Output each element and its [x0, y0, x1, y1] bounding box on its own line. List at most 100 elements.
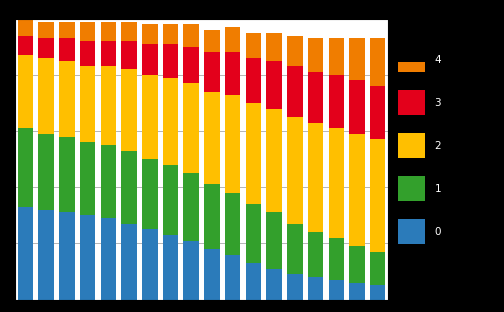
Bar — [183, 241, 199, 300]
Bar — [225, 27, 240, 52]
Bar — [183, 47, 199, 83]
Bar — [370, 86, 386, 139]
Text: 1: 1 — [434, 184, 441, 194]
Bar — [121, 224, 137, 300]
Bar — [59, 61, 75, 137]
Bar — [204, 52, 220, 92]
Bar — [163, 165, 178, 235]
FancyBboxPatch shape — [398, 47, 425, 72]
Bar — [121, 151, 137, 224]
Bar — [329, 75, 344, 128]
Bar — [329, 38, 344, 75]
Bar — [204, 184, 220, 249]
Bar — [308, 277, 324, 300]
Bar — [349, 38, 365, 80]
Bar — [18, 128, 33, 207]
Bar — [266, 212, 282, 269]
Bar — [80, 142, 95, 215]
Bar — [101, 41, 116, 66]
Bar — [245, 33, 261, 58]
Bar — [245, 204, 261, 263]
Bar — [101, 218, 116, 300]
Bar — [308, 123, 324, 232]
Bar — [287, 117, 302, 224]
Bar — [349, 283, 365, 300]
Bar — [80, 215, 95, 300]
Bar — [245, 58, 261, 103]
Bar — [163, 24, 178, 44]
Bar — [287, 224, 302, 274]
Bar — [59, 22, 75, 38]
Bar — [101, 22, 116, 41]
Bar — [225, 52, 240, 95]
Bar — [225, 193, 240, 255]
Bar — [142, 229, 158, 300]
Bar — [225, 95, 240, 193]
FancyBboxPatch shape — [398, 219, 425, 244]
Bar — [101, 66, 116, 145]
Bar — [18, 36, 33, 55]
Bar — [38, 22, 54, 38]
Bar — [18, 55, 33, 128]
Text: 4: 4 — [434, 56, 441, 66]
Bar — [329, 280, 344, 300]
Bar — [183, 173, 199, 241]
Bar — [59, 38, 75, 61]
Bar — [38, 58, 54, 134]
Bar — [163, 78, 178, 165]
Bar — [370, 38, 386, 86]
Bar — [59, 137, 75, 212]
Bar — [329, 238, 344, 280]
Bar — [308, 72, 324, 123]
FancyBboxPatch shape — [398, 90, 425, 115]
Bar — [163, 44, 178, 78]
Bar — [18, 207, 33, 300]
Bar — [142, 24, 158, 44]
Bar — [121, 69, 137, 151]
Bar — [59, 212, 75, 300]
Bar — [266, 109, 282, 212]
Bar — [308, 38, 324, 72]
Bar — [101, 145, 116, 218]
Bar — [266, 61, 282, 109]
Bar — [142, 75, 158, 159]
Bar — [287, 274, 302, 300]
Text: 2: 2 — [434, 141, 441, 151]
Bar — [287, 66, 302, 117]
Bar — [80, 41, 95, 66]
Bar — [266, 269, 282, 300]
Bar — [18, 19, 33, 36]
Bar — [370, 139, 386, 252]
Bar — [38, 134, 54, 210]
Bar — [349, 246, 365, 283]
Bar — [38, 38, 54, 58]
Bar — [183, 83, 199, 173]
Bar — [308, 232, 324, 277]
Bar — [80, 66, 95, 142]
Bar — [121, 41, 137, 69]
Bar — [204, 249, 220, 300]
Bar — [329, 128, 344, 238]
Text: 0: 0 — [434, 227, 441, 237]
Bar — [245, 103, 261, 204]
Bar — [163, 235, 178, 300]
Bar — [204, 92, 220, 184]
Bar — [287, 36, 302, 66]
Bar — [142, 159, 158, 229]
Bar — [204, 30, 220, 52]
Bar — [245, 263, 261, 300]
FancyBboxPatch shape — [398, 176, 425, 201]
Bar — [142, 44, 158, 75]
Bar — [183, 24, 199, 47]
Bar — [266, 33, 282, 61]
Bar — [80, 22, 95, 41]
FancyBboxPatch shape — [398, 133, 425, 158]
Bar — [370, 285, 386, 300]
Bar — [349, 80, 365, 134]
Bar — [225, 255, 240, 300]
Text: 3: 3 — [434, 99, 441, 109]
Bar — [121, 22, 137, 41]
Bar — [370, 252, 386, 285]
Bar — [349, 134, 365, 246]
Bar — [38, 210, 54, 300]
